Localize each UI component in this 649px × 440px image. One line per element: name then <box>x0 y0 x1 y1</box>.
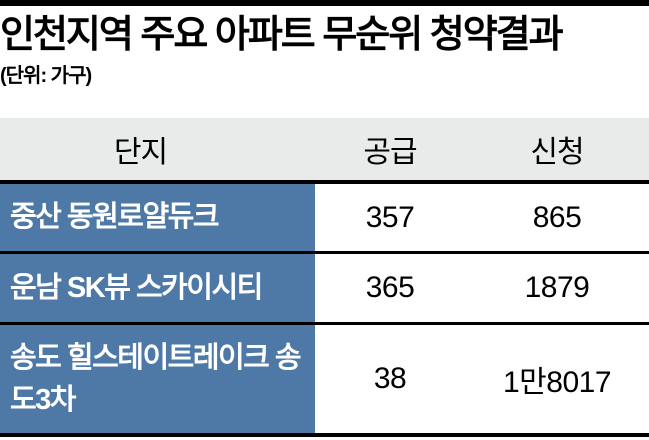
complex-cell: 운남 SK뷰 스카이시티 <box>0 254 315 322</box>
page-title: 인천지역 주요 아파트 무순위 청약결과 <box>0 14 564 56</box>
table-header-row: 단지 공급 신청 <box>0 118 649 184</box>
complex-cell: 송도 힐스테이트레이크 송도3차 <box>0 325 315 433</box>
supply-cell: 365 <box>315 254 465 322</box>
top-rule <box>0 0 649 6</box>
applications-cell: 1만8017 <box>465 325 649 433</box>
column-header-supply: 공급 <box>363 136 417 169</box>
supply-cell: 38 <box>315 325 465 433</box>
table-row: 중산 동원로얄듀크 357 865 <box>0 184 649 254</box>
column-header-applications: 신청 <box>530 136 584 169</box>
table-row: 송도 힐스테이트레이크 송도3차 38 1만8017 <box>0 325 649 433</box>
applications-cell: 1879 <box>465 254 649 322</box>
supply-cell: 357 <box>315 184 465 251</box>
complex-cell: 중산 동원로얄듀크 <box>0 184 315 251</box>
applications-cell: 865 <box>465 184 649 251</box>
column-header-complex: 단지 <box>113 136 168 169</box>
table-row: 운남 SK뷰 스카이시티 365 1879 <box>0 254 649 325</box>
subscription-results-table: 단지 공급 신청 중산 동원로얄듀크 357 865 운남 SK뷰 스카이시티 … <box>0 118 649 437</box>
unit-label: (단위: 가구) <box>0 65 92 87</box>
